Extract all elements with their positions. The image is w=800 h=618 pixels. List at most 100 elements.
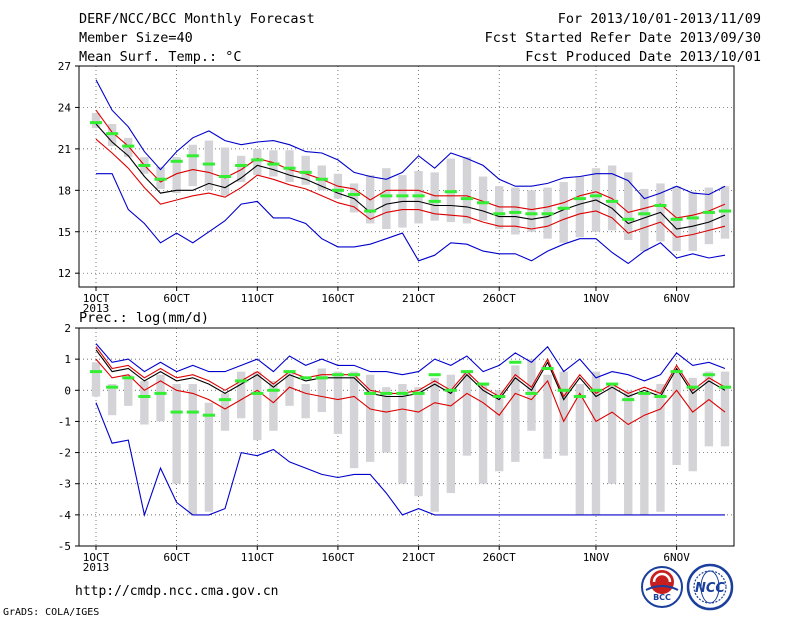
- ncc-logo: NCC: [686, 563, 734, 611]
- prec-spread-box: [382, 387, 391, 453]
- prec-spread-box: [220, 393, 230, 431]
- temp-x-tick-label: 26OCT: [483, 292, 516, 305]
- prec-median-marker: [122, 376, 135, 380]
- precipitation-x-ticks: 1OCT 6OCT 11OCT 16OCT 21OCT 26OCT 1NOV 6NOV 2013: [83, 546, 690, 574]
- prec-spread-box: [575, 384, 585, 515]
- temperature-panel: 12 15 18 21 24 27 1OCT 6OCT 11OCT 16OCT 21OCT 26OC…: [58, 60, 735, 315]
- prec-median-marker: [315, 376, 328, 380]
- temp-x-tick-label: 6OCT: [163, 292, 190, 305]
- temp-median-marker: [654, 204, 667, 208]
- prec-spread-box: [462, 371, 472, 456]
- temp-median-marker: [89, 121, 103, 125]
- precipitation-panel: -5 -4 -3 -2 -1 0 1 2 1OCT 6OCT 11OCT 16OCT 21OCT 26O…: [58, 322, 735, 574]
- prec-spread-box: [656, 384, 665, 512]
- prec-median-marker: [477, 382, 490, 386]
- prec-median-marker: [170, 410, 183, 414]
- ncc-logo-text: NCC: [695, 581, 725, 596]
- fcst-produced-date: Fcst Produced Date 2013/10/01: [525, 49, 761, 65]
- prec-median-marker: [235, 379, 248, 383]
- prec-median-marker: [428, 373, 441, 377]
- temp-median-marker: [525, 212, 538, 216]
- temp-median-marker: [138, 163, 151, 167]
- precipitation-markers: [89, 360, 732, 417]
- prec-median-marker: [251, 391, 264, 395]
- prec-spread-box: [720, 371, 730, 447]
- temp-median-marker: [702, 210, 715, 214]
- temp-median-marker: [364, 209, 377, 213]
- prec-median-marker: [460, 370, 473, 374]
- temp-median-marker: [606, 199, 619, 203]
- prec-y-tick-label: 2: [64, 322, 71, 335]
- temp-median-marker: [170, 159, 183, 163]
- prec-spread-box: [414, 387, 423, 497]
- temp-x-tick-label: 21OCT: [402, 292, 435, 305]
- prec-median-marker: [718, 385, 732, 389]
- temp-x-tick-label: 1OCT: [83, 292, 110, 305]
- prec-spread-box: [269, 380, 278, 431]
- prec-median-marker: [557, 388, 570, 392]
- prec-y-tick-label: -2: [58, 447, 71, 460]
- temp-x-tick-label: 11OCT: [241, 292, 274, 305]
- prec-median-marker: [186, 410, 199, 414]
- prec-median-marker: [573, 395, 586, 399]
- prec-median-marker: [622, 398, 635, 402]
- prec-median-marker: [589, 388, 603, 392]
- prec-median-marker: [154, 391, 167, 395]
- temp-median-marker: [428, 199, 441, 203]
- temp-spread-box: [575, 176, 585, 238]
- temp-median-marker: [412, 194, 425, 198]
- temperature-boxes: [91, 112, 730, 252]
- prec-y-tick-label: -1: [58, 415, 71, 428]
- prec-spread-box: [107, 384, 117, 416]
- temp-spread-box: [91, 112, 101, 129]
- prec-spread-box: [333, 371, 343, 434]
- temperature-y-ticks: 12 15 18 21 24 27: [58, 60, 79, 280]
- temp-median-marker: [202, 162, 215, 166]
- prec-spread-box: [446, 374, 456, 494]
- prec-upper-spread-line: [95, 346, 726, 398]
- temp-spread-box: [688, 191, 697, 252]
- prec-median-marker: [686, 385, 699, 389]
- prec-median-marker: [493, 395, 506, 399]
- temp-ensemble-mean-line: [95, 123, 726, 230]
- prec-median-marker: [283, 370, 296, 374]
- prec-x-tick-label: 26OCT: [483, 551, 516, 564]
- grads-credit: GrADS: COLA/IGES: [3, 607, 99, 618]
- temp-spread-box: [607, 165, 617, 231]
- temp-median-marker: [460, 197, 473, 201]
- temp-spread-box: [253, 148, 262, 176]
- prec-max-line: [95, 343, 726, 382]
- temp-spread-box: [220, 147, 230, 196]
- bcc-logo-text: BCC: [653, 593, 671, 602]
- forecast-period: For 2013/10/01-2013/11/09: [558, 11, 761, 27]
- prec-median-marker: [638, 391, 651, 395]
- prec-spread-box: [704, 371, 714, 447]
- fcst-started-date: Fcst Started Refer Date 2013/09/30: [485, 30, 761, 46]
- prec-spread-box: [365, 374, 375, 462]
- prec-spread-box: [430, 377, 439, 512]
- temp-median-marker: [477, 201, 490, 205]
- prec-median-marker: [364, 391, 377, 395]
- prec-spread-box: [253, 371, 262, 441]
- temperature-markers: [89, 121, 732, 221]
- temp-median-marker: [283, 166, 296, 170]
- temp-median-marker: [638, 212, 651, 216]
- temp-median-marker: [235, 163, 248, 167]
- temp-lower-spread-line: [95, 138, 726, 238]
- temp-median-marker: [299, 170, 312, 174]
- temp-spread-box: [430, 172, 439, 221]
- temp-upper-spread-line: [95, 109, 726, 219]
- temp-spread-box: [495, 186, 504, 229]
- prec-y-tick-label: -3: [58, 478, 71, 491]
- prec-spread-box: [156, 374, 165, 422]
- temp-y-tick-label: 27: [58, 60, 71, 73]
- precipitation-lines: [95, 343, 726, 517]
- temp-median-marker: [267, 162, 280, 166]
- temp-median-marker: [251, 158, 264, 162]
- temp-median-marker: [348, 192, 361, 196]
- prec-median-marker: [541, 366, 554, 370]
- prec-median-marker: [138, 395, 151, 399]
- prec-spread-box: [204, 402, 214, 512]
- source-url-link[interactable]: http://cmdp.ncc.cma.gov.cn: [75, 584, 279, 599]
